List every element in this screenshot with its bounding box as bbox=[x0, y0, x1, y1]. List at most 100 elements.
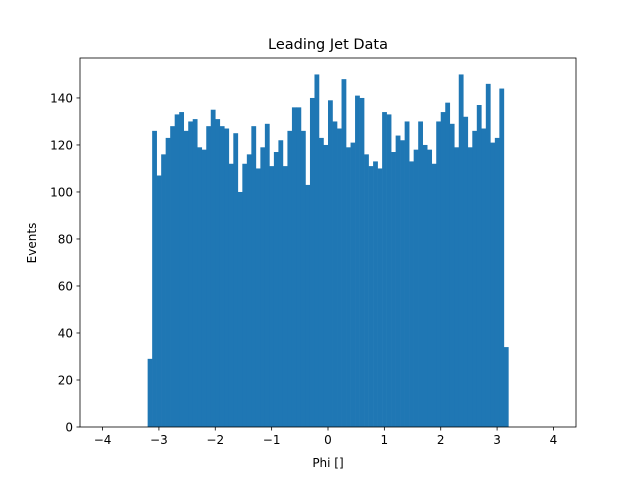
histogram-bar bbox=[165, 137, 171, 427]
histogram-bar bbox=[332, 121, 338, 428]
histogram-bar bbox=[337, 128, 342, 427]
histogram-bar bbox=[323, 144, 329, 427]
histogram-bar bbox=[328, 100, 333, 427]
histogram-bar bbox=[368, 166, 374, 428]
x-tick-label: −3 bbox=[150, 433, 168, 447]
histogram-bar bbox=[359, 97, 365, 428]
histogram-bar bbox=[494, 137, 500, 427]
y-tick-label: 60 bbox=[58, 279, 73, 293]
y-tick-label: 0 bbox=[65, 420, 73, 434]
histogram-bar bbox=[174, 114, 180, 427]
histogram-bar bbox=[201, 149, 207, 427]
x-tick-label: −2 bbox=[206, 433, 224, 447]
histogram-bar bbox=[436, 121, 442, 428]
chart-title: Leading Jet Data bbox=[268, 37, 388, 53]
histogram-bar bbox=[467, 147, 473, 427]
histogram-bar bbox=[422, 144, 428, 427]
histogram-bar bbox=[183, 130, 189, 428]
histogram-bar bbox=[242, 163, 248, 427]
histogram-bar bbox=[251, 126, 257, 427]
histogram-bar bbox=[449, 123, 455, 427]
histogram-bar bbox=[440, 112, 446, 427]
histogram-bar bbox=[454, 147, 460, 427]
histogram-bar bbox=[287, 130, 293, 428]
histogram-bar bbox=[395, 135, 401, 427]
x-tick-label: −1 bbox=[263, 433, 281, 447]
histogram-bar bbox=[341, 79, 347, 428]
histogram-bar bbox=[273, 152, 279, 427]
histogram-bar bbox=[156, 175, 162, 427]
bars-group bbox=[147, 74, 509, 428]
histogram-bar bbox=[355, 95, 360, 428]
histogram-bar bbox=[291, 107, 297, 428]
histogram-bar bbox=[210, 109, 216, 428]
histogram-bar bbox=[346, 147, 351, 427]
histogram-bar bbox=[269, 166, 275, 428]
histogram-bar bbox=[215, 119, 221, 428]
histogram-bar bbox=[246, 154, 252, 428]
histogram-bar bbox=[278, 140, 284, 427]
histogram-bar bbox=[481, 128, 487, 427]
y-tick-label: 140 bbox=[50, 91, 73, 105]
histogram-bar bbox=[192, 119, 198, 428]
histogram-bar bbox=[314, 74, 320, 427]
y-tick-label: 100 bbox=[50, 185, 73, 199]
x-tick-label: 3 bbox=[493, 433, 501, 447]
y-tick-label: 80 bbox=[58, 232, 73, 246]
histogram-bar bbox=[170, 126, 175, 427]
histogram-bar bbox=[161, 154, 166, 428]
histogram-bar bbox=[318, 137, 324, 427]
x-axis-ticks: −4 −3 −2 −1 0 1 2 3 4 bbox=[94, 427, 558, 447]
histogram-bar bbox=[458, 74, 464, 427]
x-axis-label: Phi [] bbox=[312, 456, 343, 470]
histogram-bar bbox=[400, 140, 405, 427]
histogram-bar bbox=[431, 163, 437, 427]
histogram-bar bbox=[228, 163, 234, 427]
histogram-bar bbox=[260, 147, 266, 427]
histogram-bar bbox=[404, 121, 410, 428]
x-tick-label: 1 bbox=[381, 433, 389, 447]
histogram-bar bbox=[485, 83, 491, 427]
x-tick-label: 2 bbox=[437, 433, 445, 447]
histogram-bar bbox=[188, 121, 194, 428]
histogram-bar bbox=[237, 191, 243, 427]
histogram-bar bbox=[219, 126, 225, 427]
histogram-bar bbox=[499, 88, 505, 428]
histogram-bar bbox=[377, 168, 383, 427]
y-tick-label: 120 bbox=[50, 138, 73, 152]
histogram-bar bbox=[364, 154, 369, 428]
histogram-bar bbox=[445, 102, 451, 427]
histogram-bar bbox=[224, 128, 230, 427]
y-axis-label: Events bbox=[25, 223, 39, 264]
x-tick-label: 4 bbox=[550, 433, 558, 447]
histogram-bar bbox=[413, 149, 419, 427]
histogram-bar bbox=[503, 347, 509, 427]
histogram-bar bbox=[282, 166, 288, 428]
histogram-bar bbox=[418, 121, 423, 428]
histogram-bar bbox=[300, 130, 306, 428]
histogram-bar bbox=[373, 161, 378, 427]
histogram-bar bbox=[476, 105, 482, 427]
histogram-bar bbox=[264, 123, 270, 427]
histogram-bar bbox=[255, 168, 261, 427]
histogram-bar bbox=[152, 130, 157, 428]
histogram-bar bbox=[409, 161, 414, 427]
histogram-bar bbox=[197, 147, 203, 427]
x-tick-label: 0 bbox=[324, 433, 332, 447]
y-axis-ticks: 0 20 40 60 80 100 120 140 bbox=[50, 91, 80, 434]
histogram-bar bbox=[179, 112, 185, 427]
histogram-bar bbox=[350, 142, 356, 428]
y-tick-label: 20 bbox=[58, 373, 73, 387]
histogram-bar bbox=[206, 126, 212, 427]
x-tick-label: −4 bbox=[94, 433, 112, 447]
histogram-bar bbox=[391, 152, 396, 427]
histogram-bar bbox=[309, 97, 315, 428]
histogram-bar bbox=[296, 107, 302, 428]
histogram-bar bbox=[233, 133, 239, 427]
histogram-bar bbox=[147, 358, 153, 427]
histogram-bar bbox=[472, 130, 478, 428]
histogram-bar bbox=[386, 114, 392, 427]
y-tick-label: 40 bbox=[58, 326, 73, 340]
histogram-bar bbox=[490, 142, 496, 428]
